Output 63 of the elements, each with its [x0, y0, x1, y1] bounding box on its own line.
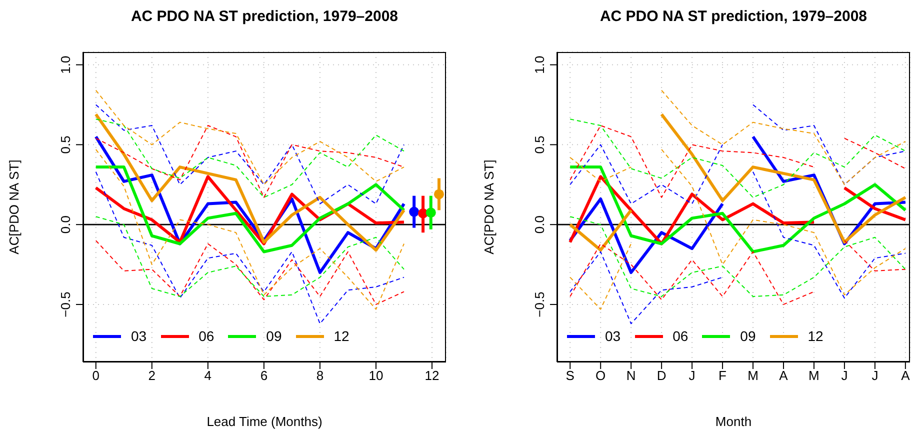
x-tick-label: M: [808, 368, 820, 384]
point: [434, 189, 444, 200]
line-series: [95, 90, 404, 186]
y-axis-title: AC[PDO NA ST]: [482, 160, 497, 254]
x-tick-label: M: [748, 368, 758, 384]
chart-title: AC PDO NA ST prediction, 1979–2008: [130, 8, 400, 25]
line-series: [570, 251, 724, 324]
x-tick-label: N: [626, 368, 636, 384]
point: [426, 208, 436, 218]
line-series: [568, 166, 907, 254]
y-tick-label: −0.5: [58, 292, 73, 318]
legend-label: 12: [334, 328, 350, 344]
line-series: [660, 112, 907, 244]
x-tick-label: 12: [424, 368, 440, 384]
x-tick-label: A: [779, 368, 788, 384]
x-tick-label: D: [656, 368, 666, 384]
x-tick-label: 2: [148, 368, 156, 384]
x-tick-label: 8: [316, 368, 324, 384]
line-series: [570, 125, 814, 198]
chart-title: AC PDO NA ST prediction, 1979–2008: [598, 8, 868, 25]
y-tick-label: 0.5: [532, 136, 547, 154]
line-series: [95, 171, 404, 324]
line-series: [570, 216, 906, 297]
legend-label: 12: [808, 328, 824, 344]
x-tick-label: S: [566, 368, 575, 384]
line-series: [95, 216, 404, 297]
y-tick-label: −0.5: [532, 292, 547, 318]
line-series: [570, 118, 906, 198]
y-tick-label: 0.5: [58, 136, 73, 154]
x-tick-label: J: [688, 368, 696, 384]
point: [409, 206, 420, 217]
x-tick-label: J: [841, 368, 848, 384]
x-tick-label: F: [718, 368, 727, 384]
line-series: [661, 90, 906, 186]
x-tick-label: J: [872, 368, 878, 384]
line-series: [570, 243, 814, 305]
x-tick-label: A: [901, 368, 910, 384]
line-series: [94, 112, 406, 252]
legend-label: 06: [198, 328, 214, 344]
line-series: [752, 104, 906, 186]
line-series: [95, 148, 404, 310]
legend-label: 03: [131, 328, 147, 344]
y-tick-label: 0.0: [532, 216, 547, 234]
legend-label: 09: [266, 328, 282, 344]
line-series: [95, 104, 404, 204]
y-axis-title: AC[PDO NA ST]: [6, 160, 22, 254]
y-tick-label: 1.0: [532, 56, 547, 74]
x-tick-label: O: [596, 368, 606, 384]
x-tick-label: 6: [260, 368, 268, 384]
x-tick-label: 10: [368, 368, 384, 384]
y-tick-label: 0.0: [58, 216, 73, 234]
line-series: [661, 148, 906, 296]
line-series: [94, 166, 406, 254]
legend-label: 06: [672, 328, 688, 344]
line-series: [95, 240, 404, 305]
legend-label: 03: [605, 328, 621, 344]
x-axis-title: Lead Time (Months): [206, 414, 322, 429]
x-tick-label: 4: [204, 368, 212, 384]
x-axis-title: Month: [715, 414, 752, 429]
legend-label: 09: [740, 328, 756, 344]
y-tick-label: 1.0: [58, 56, 73, 74]
x-tick-label: 0: [92, 368, 100, 384]
line-series: [752, 171, 906, 299]
